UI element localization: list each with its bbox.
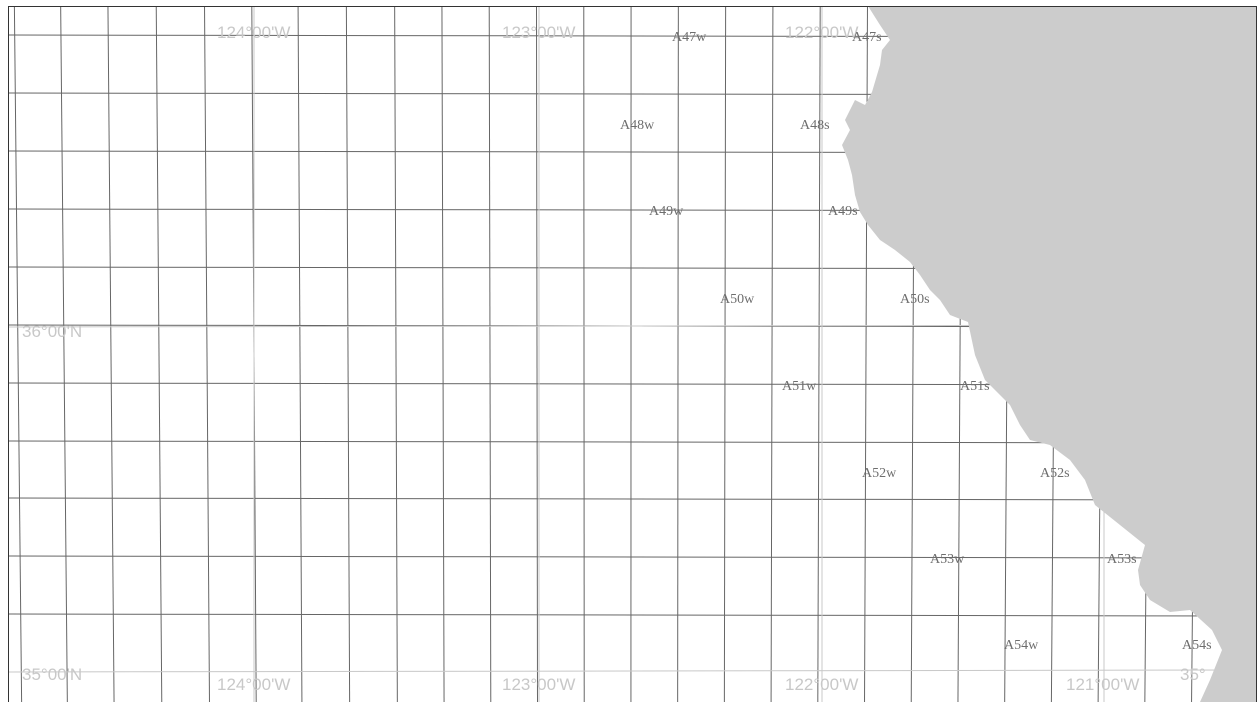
lon-label-bottom-122w: 122°00'W [785,675,858,694]
grid-column-line [204,5,210,702]
grid-row-line [7,555,1257,559]
block-label-a50s[interactable]: A50s [900,292,930,307]
block-label-a54s[interactable]: A54s [1182,638,1212,653]
grid-column-line [13,5,23,702]
grid-column-line [441,5,445,702]
block-label-a49s[interactable]: A49s [828,204,858,219]
grid-column-line [677,5,679,702]
lon-label-top-122w: 122°00'W [785,23,858,42]
block-label-a51s[interactable]: A51s [960,379,990,394]
grid-column-line [60,5,68,702]
lon-label-bottom-124w: 124°00'W [217,675,290,694]
block-labels: A47w A47s A48w A48s A49w A49s A50w A50s A51w A51s… [620,30,1212,653]
coordinate-labels: 124°00'W 123°00'W 122°00'W 124°00'W 123°… [22,23,1206,694]
block-label-a52w[interactable]: A52w [862,466,897,481]
lon-label-bottom-123w: 123°00'W [502,675,575,694]
grid-column-line [770,5,774,702]
grid-column-line [107,5,115,702]
grid-row-line [7,497,1257,501]
grid-column-line [345,5,351,702]
block-label-a48w[interactable]: A48w [620,118,655,133]
grid-column-line [723,5,727,702]
block-label-a47w[interactable]: A47w [672,30,707,45]
graticule-parallel-35n [7,669,1257,673]
lon-label-top-123w: 123°00'W [502,23,575,42]
grid-row-line [7,613,1257,617]
block-label-a51w[interactable]: A51w [782,379,817,394]
coastline-land [842,6,1257,702]
block-label-a49w[interactable]: A49w [649,204,684,219]
block-label-a54w[interactable]: A54w [1004,638,1039,653]
block-label-a47s[interactable]: A47s [852,30,882,45]
block-label-a52s[interactable]: A52s [1040,466,1070,481]
grid-column-line [488,5,492,702]
grid-column-line [297,5,303,702]
grid-column-line [155,5,163,702]
block-label-a50w[interactable]: A50w [720,292,755,307]
lon-label-top-124w: 124°00'W [217,23,290,42]
lat-label-left-35n: 35°00'N [22,665,82,684]
block-label-a53s[interactable]: A53s [1107,552,1137,567]
block-label-a53w[interactable]: A53w [930,552,965,567]
block-label-a48s[interactable]: A48s [800,118,830,133]
lon-label-bottom-121w: 121°00'W [1066,675,1139,694]
grid-column-line [817,5,821,702]
grid-column-line [394,5,398,702]
grid-column-line [536,5,538,702]
lat-label-left-36n: 36°00'N [22,322,82,341]
lat-label-right-35n-partial: 35° [1180,665,1206,684]
